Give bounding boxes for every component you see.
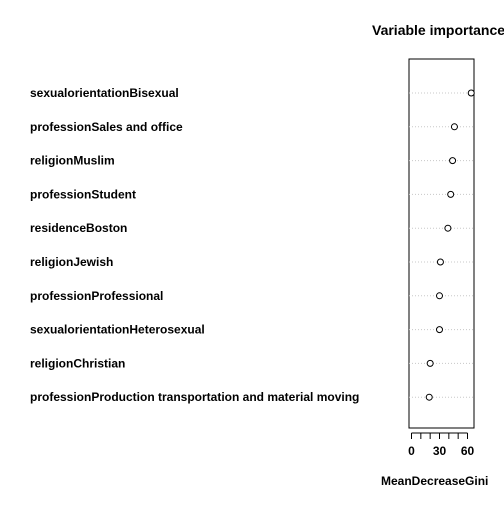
importance-point bbox=[436, 292, 443, 300]
x-tick-label: 60 bbox=[461, 444, 475, 458]
category-label: sexualorientationBisexual bbox=[30, 86, 179, 100]
plot-frame bbox=[408, 58, 475, 429]
category-label: sexualorientationHeterosexual bbox=[30, 323, 205, 337]
category-label: religionChristian bbox=[30, 356, 125, 370]
importance-point bbox=[425, 393, 433, 401]
importance-point bbox=[426, 359, 434, 367]
category-label: religionMuslim bbox=[30, 154, 115, 168]
category-label: religionJewish bbox=[30, 255, 113, 269]
importance-point bbox=[436, 326, 443, 334]
importance-point bbox=[436, 258, 444, 266]
category-label: residenceBoston bbox=[30, 221, 127, 235]
importance-point bbox=[449, 157, 457, 165]
category-label: professionProduction transportation and … bbox=[30, 390, 359, 404]
importance-point bbox=[450, 123, 458, 131]
x-tick-label: 30 bbox=[433, 444, 447, 458]
x-axis-label: MeanDecreaseGini bbox=[381, 474, 488, 488]
x-tick-label: 0 bbox=[408, 444, 415, 458]
category-label: professionProfessional bbox=[30, 289, 163, 303]
importance-point bbox=[447, 190, 455, 198]
importance-point bbox=[444, 224, 452, 232]
chart-title: Variable importance bbox=[372, 22, 504, 38]
category-label: professionSales and office bbox=[30, 120, 183, 134]
x-axis: 0 30 60 bbox=[408, 432, 475, 458]
category-label: professionStudent bbox=[30, 187, 136, 201]
importance-point bbox=[467, 89, 475, 97]
importance-rows: sexualorientationBisexual professionSales… bbox=[30, 86, 475, 404]
